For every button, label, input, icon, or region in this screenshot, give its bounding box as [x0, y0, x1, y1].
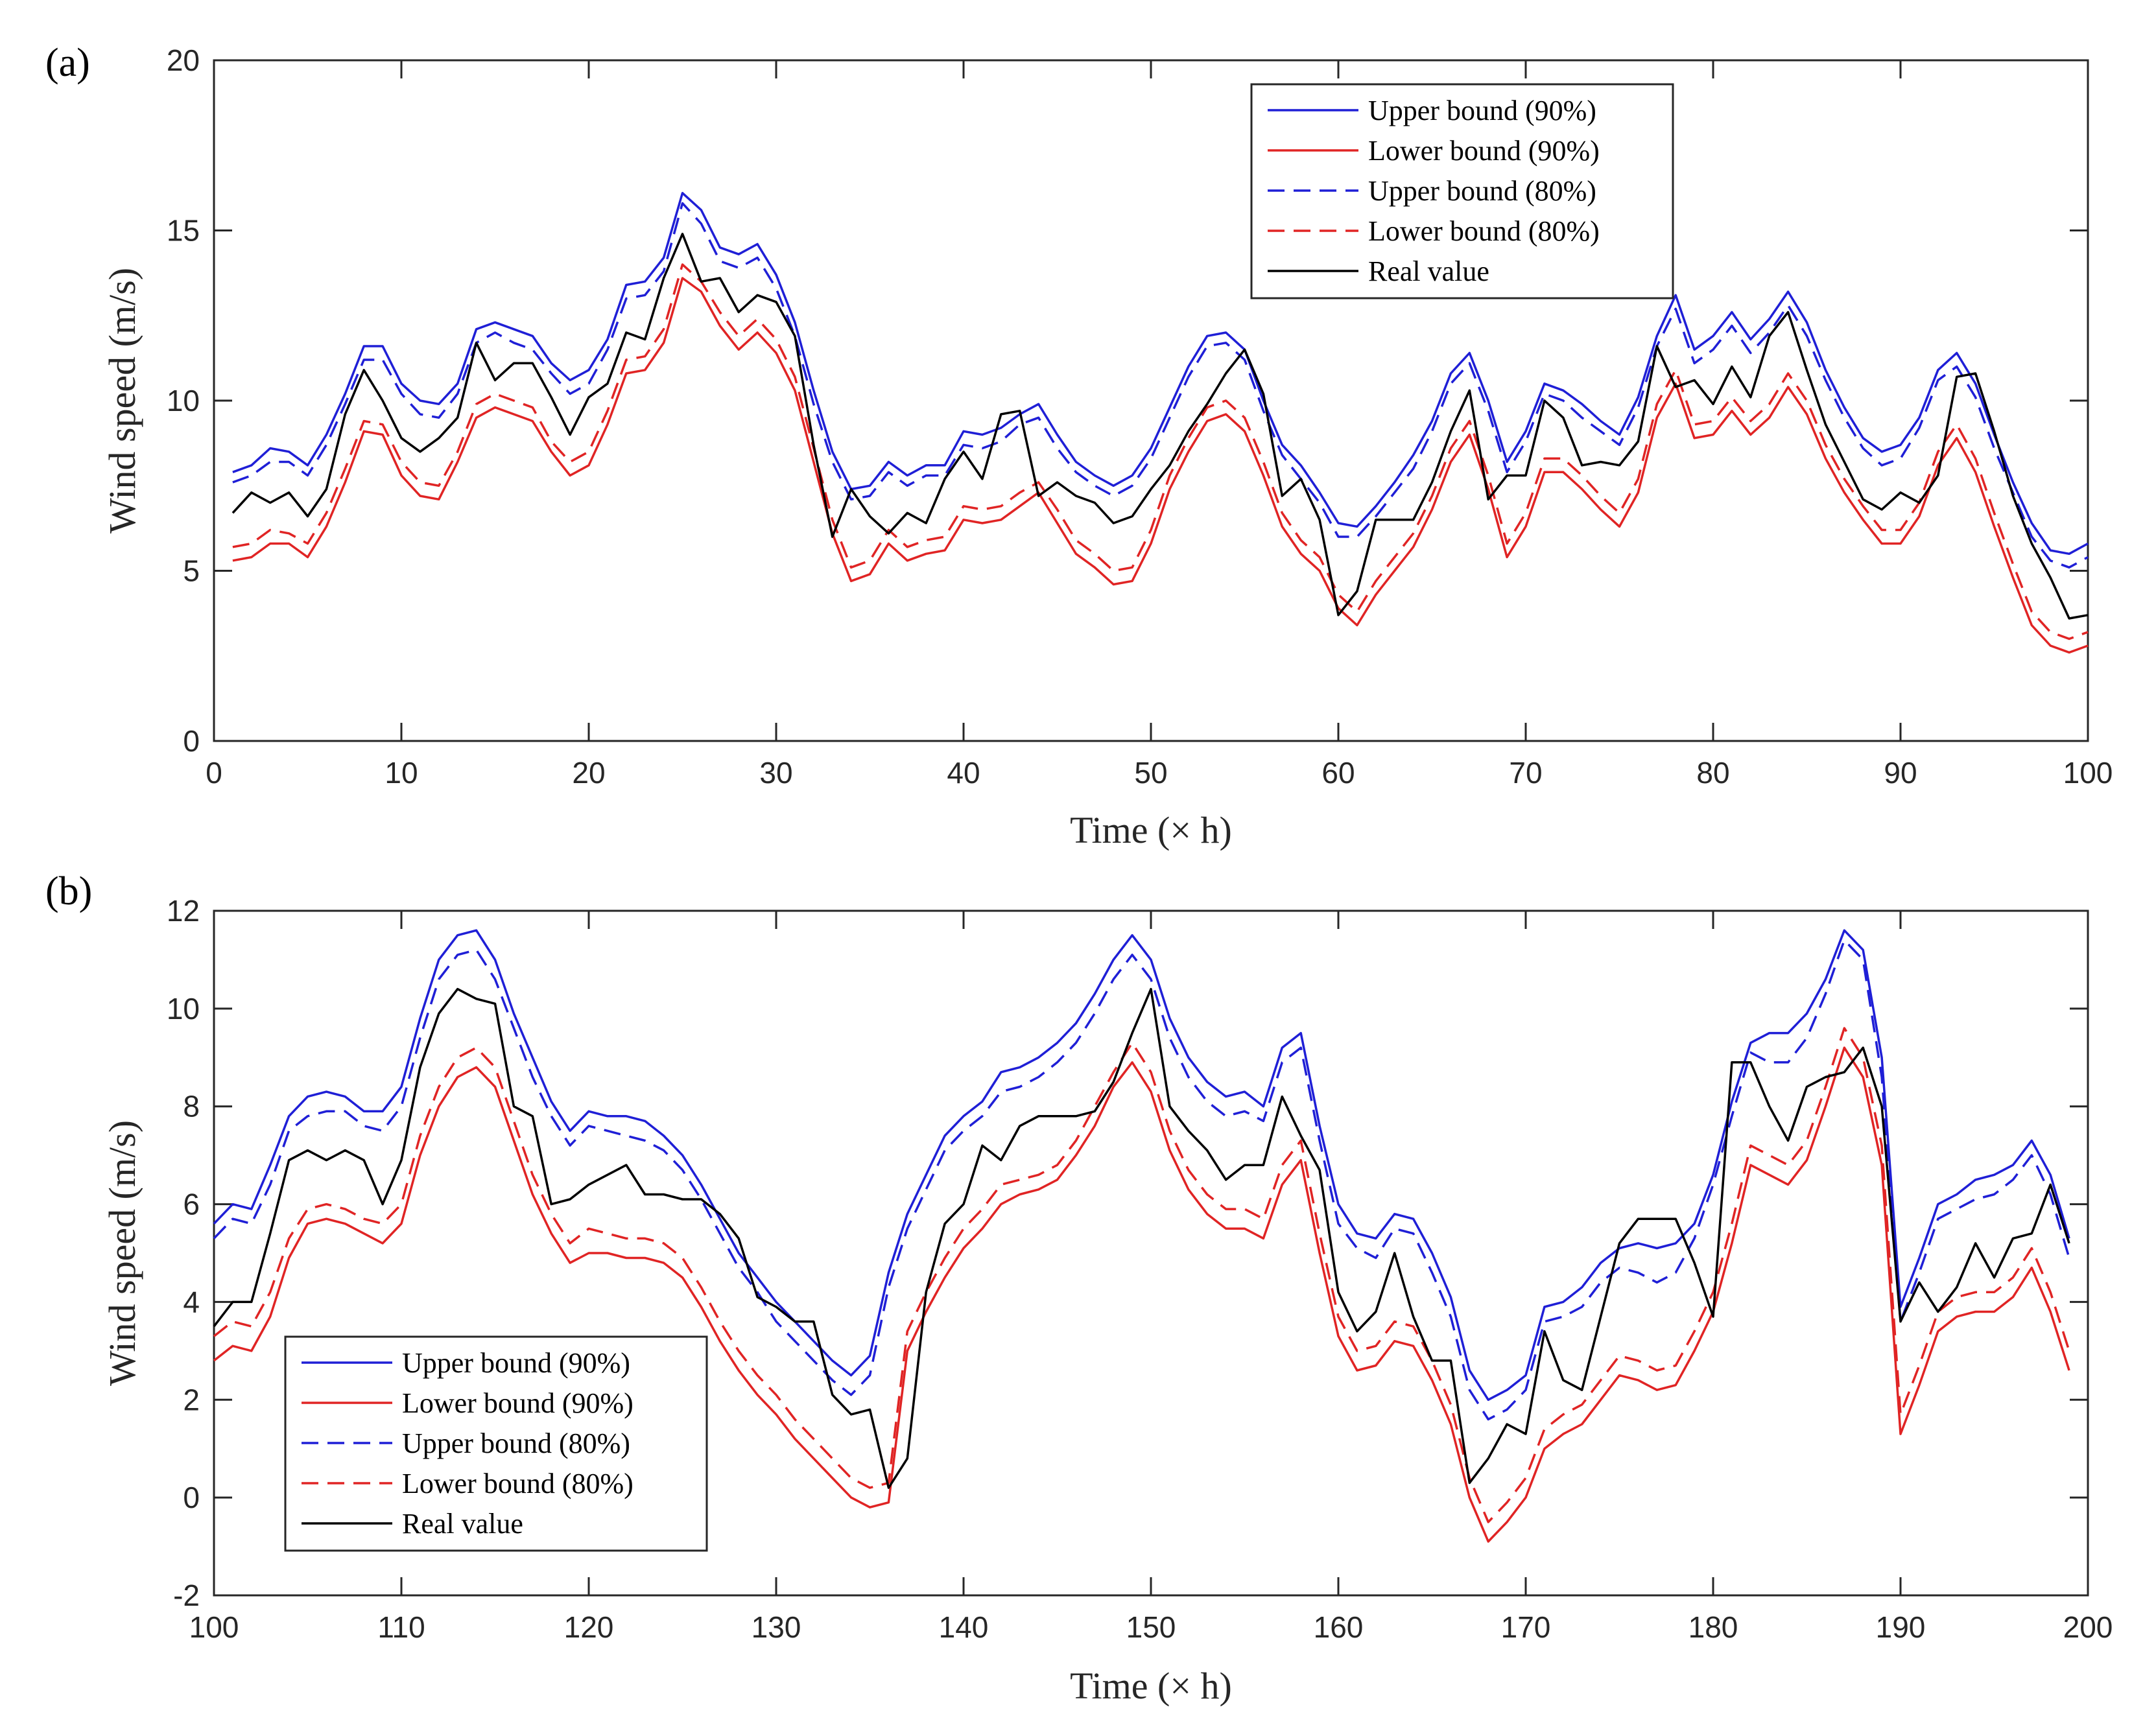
legend-entry-label: Upper bound (90%)	[1368, 95, 1596, 126]
y-tick-label: 15	[167, 214, 200, 248]
y-tick-label: -2	[173, 1578, 200, 1612]
x-tick-label: 200	[2063, 1610, 2113, 1644]
x-tick-label: 100	[2063, 756, 2113, 790]
series-line-4	[213, 1027, 2070, 1523]
y-tick-label: 5	[183, 554, 200, 588]
y-tick-label: 4	[183, 1285, 200, 1319]
y-tick-label: 0	[183, 724, 200, 758]
y-tick-label: 2	[183, 1383, 200, 1416]
y-tick-label: 6	[183, 1188, 200, 1221]
x-tick-label: 140	[939, 1610, 989, 1644]
x-tick-label: 180	[1688, 1610, 1738, 1644]
series-line-5	[231, 233, 2089, 620]
x-tick-label: 10	[385, 756, 418, 790]
series-line-4	[232, 263, 2089, 640]
x-tick-label: 30	[759, 756, 792, 790]
y-tick-label: 0	[183, 1481, 200, 1514]
x-tick-label: 0	[206, 756, 222, 790]
x-tick-label: 20	[572, 756, 605, 790]
legend-entry-label: Real value	[402, 1508, 523, 1540]
panel-a-series	[231, 192, 2089, 654]
x-tick-label: 50	[1134, 756, 1167, 790]
panel-a: (a) 0 10 20 30 40 50 60 70 80 90 100 0 5 10 15 20 Time …	[45, 41, 2113, 851]
series-line-1	[213, 929, 2070, 1402]
x-tick-label: 80	[1696, 756, 1729, 790]
panel-b: (b) 100 110 120 130 140 150 160 170 180 190 200 -2 0…	[45, 869, 2113, 1707]
x-tick-label: 40	[947, 756, 980, 790]
x-tick-label: 120	[564, 1610, 614, 1644]
legend-entry-label: Lower bound (80%)	[1368, 215, 1600, 247]
y-tick-label: 10	[167, 992, 200, 1026]
panel-b-axes: 100 110 120 130 140 150 160 170 180 190 200 -2 0 2 4 6 8…	[167, 894, 2113, 1644]
legend-entry-label: Real value	[1368, 255, 1489, 287]
panel-b-legend: Upper bound (90%) Lower bound (90%) Upper …	[284, 1335, 708, 1552]
legend-entry-label: Lower bound (90%)	[1368, 135, 1600, 167]
x-tick-label: 70	[1509, 756, 1542, 790]
legend-entry-label: Lower bound (80%)	[402, 1468, 634, 1499]
x-tick-label: 150	[1126, 1610, 1176, 1644]
panel-a-axes: 0 10 20 30 40 50 60 70 80 90 100 0 5 10 15 20	[167, 43, 2113, 790]
legend-entry-label: Upper bound (90%)	[402, 1347, 630, 1379]
series-line-2	[232, 277, 2089, 654]
x-tick-label: 190	[1876, 1610, 1926, 1644]
y-tick-label: 12	[167, 894, 200, 928]
x-tick-label: 100	[189, 1610, 239, 1644]
series-line-1	[232, 192, 2089, 556]
x-tick-label: 110	[377, 1610, 425, 1644]
x-tick-label: 170	[1501, 1610, 1551, 1644]
panel-b-x-axis-label: Time (× h)	[1070, 1665, 1232, 1707]
x-tick-label: 60	[1321, 756, 1355, 790]
legend-entry-label: Upper bound (80%)	[1368, 175, 1596, 207]
panel-b-y-axis-label: Wind speed (m/s)	[101, 1120, 143, 1386]
panel-a-label: (a)	[45, 41, 90, 85]
legend-entry-label: Lower bound (90%)	[402, 1387, 634, 1419]
series-line-3	[213, 939, 2070, 1421]
series-line-3	[232, 202, 2089, 569]
y-tick-label: 8	[183, 1090, 200, 1123]
panel-b-label: (b)	[45, 869, 92, 913]
panel-a-y-axis-label: Wind speed (m/s)	[101, 268, 143, 534]
panel-b-series	[213, 929, 2070, 1543]
x-tick-label: 90	[1884, 756, 1917, 790]
panel-a-plot-area	[213, 59, 2089, 742]
panel-a-legend: Upper bound (90%) Lower bound (90%) Upper …	[1250, 83, 1674, 299]
panel-a-x-axis-label: Time (× h)	[1070, 809, 1232, 851]
y-tick-label: 10	[167, 384, 200, 417]
y-tick-label: 20	[167, 43, 200, 77]
x-tick-label: 130	[752, 1610, 801, 1644]
legend-entry-label: Upper bound (80%)	[402, 1427, 630, 1459]
series-line-2	[213, 1046, 2070, 1543]
series-line-5	[213, 987, 2070, 1489]
x-tick-label: 160	[1314, 1610, 1364, 1644]
